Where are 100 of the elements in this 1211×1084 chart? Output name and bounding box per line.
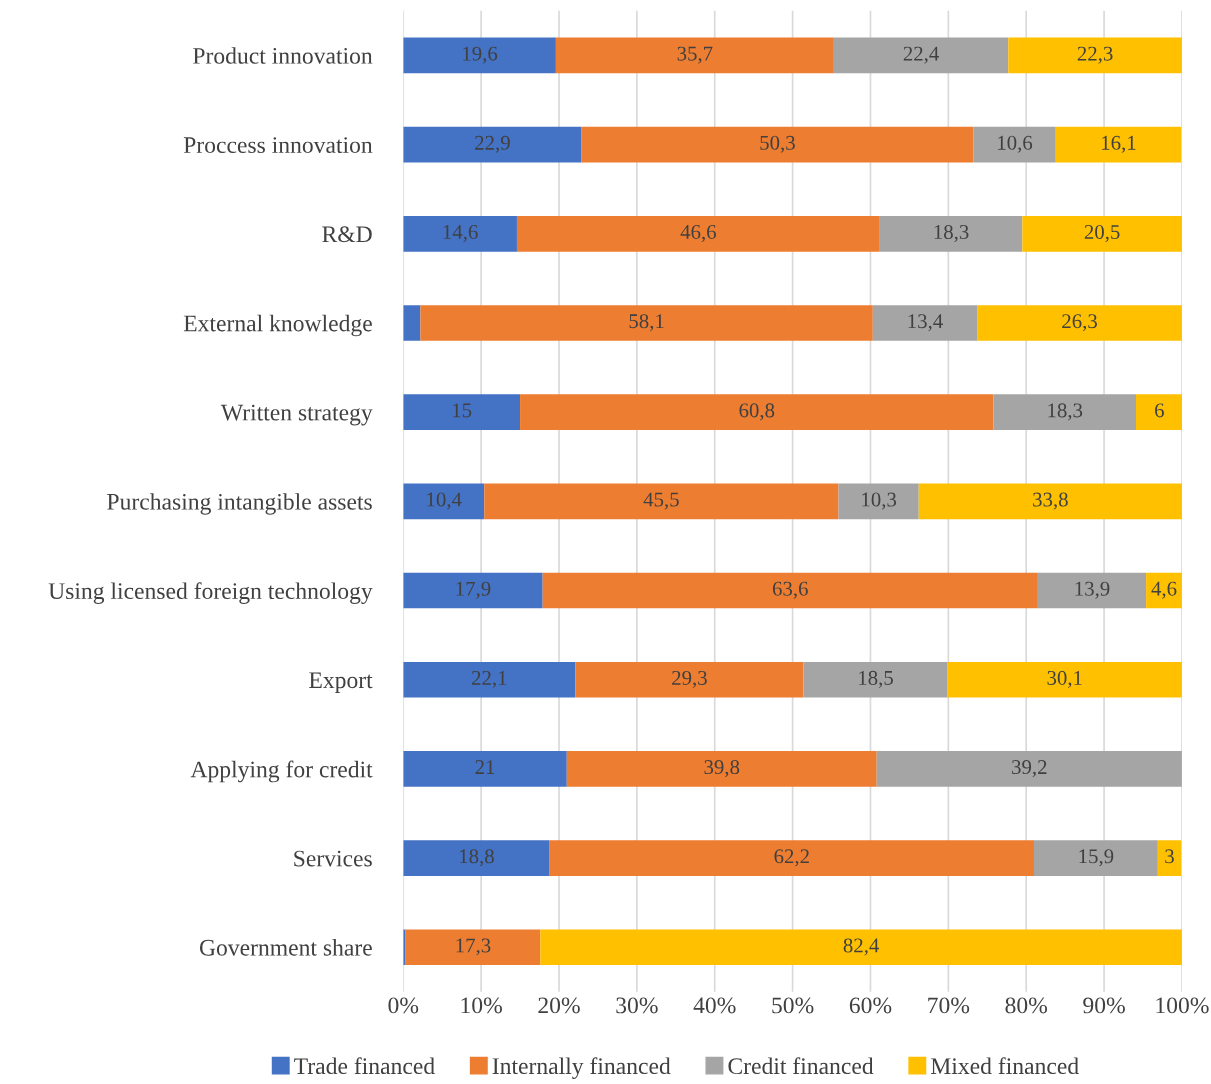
data-label: 60,8 xyxy=(739,403,775,421)
x-tick-label: 80% xyxy=(1005,997,1048,1014)
bar xyxy=(1157,840,1182,876)
bar xyxy=(403,126,582,163)
data-label: 45,5 xyxy=(643,492,679,510)
bar xyxy=(918,483,1182,520)
bar xyxy=(833,37,1009,74)
y-tick-label: R&D xyxy=(322,226,372,243)
data-label: 30,1 xyxy=(1047,670,1082,688)
data-label: 4,6 xyxy=(1151,581,1177,599)
data-label: 3 xyxy=(1165,849,1174,864)
data-label: 18,3 xyxy=(1048,403,1083,421)
bar xyxy=(520,394,994,430)
bar xyxy=(403,305,421,341)
x-tick-label: 0% xyxy=(388,997,419,1014)
data-label: 18,8 xyxy=(460,849,494,867)
data-label: 63,6 xyxy=(772,581,808,599)
data-label: 22,3 xyxy=(1077,46,1113,64)
bar xyxy=(403,215,517,252)
bar xyxy=(876,751,1182,787)
bar xyxy=(542,572,1038,609)
y-tick-label: Purchasing intangible assets xyxy=(107,493,372,515)
bar xyxy=(420,305,873,341)
data-label: 19,6 xyxy=(463,46,498,64)
x-tick-label: 90% xyxy=(1083,997,1125,1014)
x-tick-label: 100% xyxy=(1156,997,1209,1014)
data-label: 15 xyxy=(453,403,472,418)
bar xyxy=(1008,37,1182,74)
bar xyxy=(977,305,1182,341)
bar xyxy=(1055,126,1182,163)
bar xyxy=(947,661,1182,698)
data-label: 33,8 xyxy=(1033,492,1068,510)
data-label: 17,3 xyxy=(456,938,491,956)
x-tick-label: 10% xyxy=(461,997,502,1014)
x-tick-label: 40% xyxy=(693,997,736,1014)
data-label: 10,3 xyxy=(862,492,897,510)
bar xyxy=(575,661,804,698)
bar xyxy=(1037,572,1147,609)
bar xyxy=(879,215,1023,252)
x-tick-label: 60% xyxy=(849,997,892,1014)
data-label: 46,6 xyxy=(680,225,716,243)
bar xyxy=(403,751,567,787)
bar xyxy=(484,483,839,520)
legend-label: Credit financed xyxy=(728,1057,874,1075)
data-label: 18,3 xyxy=(934,224,969,243)
bar xyxy=(540,929,1182,966)
bar xyxy=(872,305,978,341)
data-label: 22,1 xyxy=(471,670,507,688)
legend-label: Trade financed xyxy=(294,1057,435,1075)
data-label: 39,2 xyxy=(1012,760,1047,778)
data-label: 13,4 xyxy=(908,314,943,332)
data-label: 16,1 xyxy=(1102,135,1136,153)
y-tick-label: Government share xyxy=(199,939,372,956)
bar xyxy=(403,394,521,430)
data-label: 58,1 xyxy=(629,314,664,332)
y-tick-label: Applying for credit xyxy=(190,760,373,783)
bar xyxy=(581,126,974,163)
y-tick-label: Using licensed foreign technology xyxy=(48,582,373,604)
data-label: 29,3 xyxy=(672,670,707,688)
bar xyxy=(516,215,880,252)
bar xyxy=(1033,840,1158,876)
bar xyxy=(566,751,877,787)
data-label: 39,8 xyxy=(704,760,740,778)
x-tick-label: 50% xyxy=(772,997,814,1014)
bar xyxy=(993,394,1136,430)
y-tick-label: Export xyxy=(309,672,373,693)
data-label: 10,6 xyxy=(998,135,1033,153)
data-label: 17,9 xyxy=(456,581,491,599)
bar xyxy=(1135,394,1182,430)
bar xyxy=(803,661,948,698)
y-tick-label: Services xyxy=(294,850,372,867)
data-label: 26,3 xyxy=(1062,314,1097,332)
bar xyxy=(403,840,550,876)
bar xyxy=(403,37,556,74)
bar xyxy=(549,840,1034,876)
data-label: 22,4 xyxy=(903,46,939,64)
data-label: 82,4 xyxy=(843,938,880,956)
y-tick-label: Written strategy xyxy=(220,404,373,426)
data-label: 21 xyxy=(475,760,495,774)
data-label: 18,5 xyxy=(859,670,893,688)
data-label: 6 xyxy=(1155,403,1164,418)
bar xyxy=(403,661,576,698)
x-tick-label: 20% xyxy=(538,997,580,1014)
y-tick-label: Product innovation xyxy=(193,47,373,64)
data-label: 15,9 xyxy=(1079,849,1114,867)
legend-label: Mixed financed xyxy=(930,1057,1079,1075)
y-tick-label: External knowledge xyxy=(183,314,372,337)
x-tick-label: 70% xyxy=(928,997,970,1014)
y-tick-label: Proccess innovation xyxy=(183,137,373,154)
bar xyxy=(403,572,543,609)
bar xyxy=(403,483,485,520)
bar xyxy=(555,37,834,74)
data-label: 62,2 xyxy=(774,849,809,867)
data-label: 14,6 xyxy=(443,225,478,243)
bar xyxy=(1022,215,1182,252)
bar xyxy=(405,929,541,966)
bar xyxy=(973,126,1056,163)
data-label: 35,7 xyxy=(677,46,713,64)
legend-label: Internally financed xyxy=(492,1057,671,1079)
data-label: 10,4 xyxy=(427,492,462,510)
